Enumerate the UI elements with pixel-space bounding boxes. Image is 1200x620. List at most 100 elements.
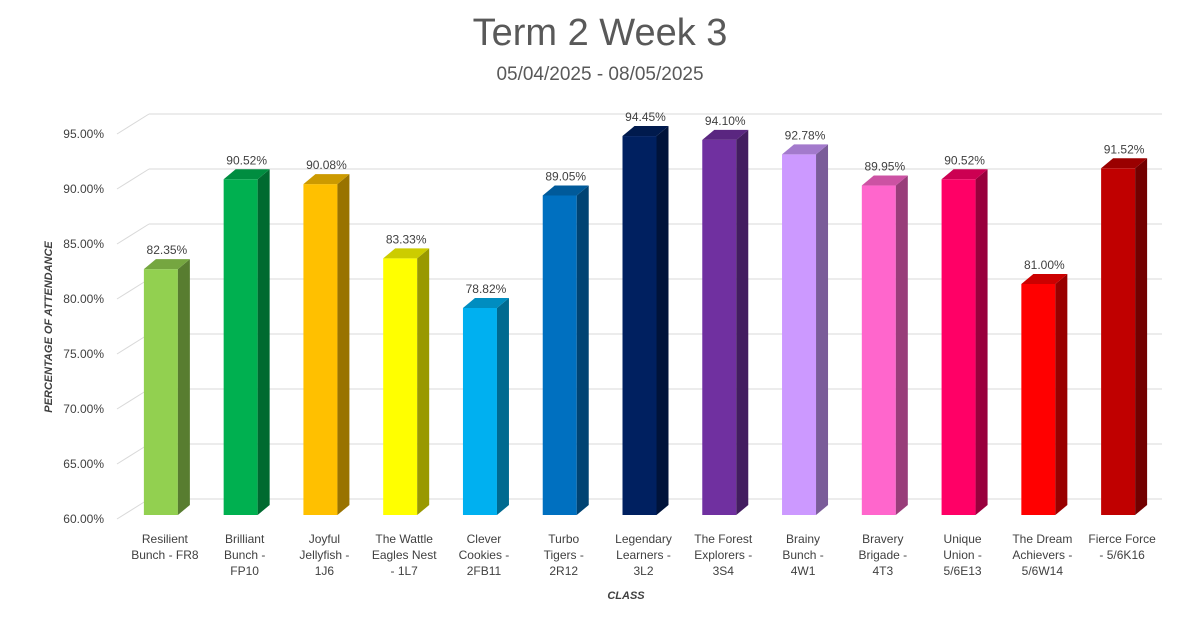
bar-top [462,297,509,308]
bar-front [143,269,178,515]
bar-front [542,195,577,515]
category-label: The Wattle Eagles Nest - 1L7 [372,532,437,578]
data-label: 94.45% [625,110,666,124]
data-label: 89.05% [545,169,586,183]
data-label: 90.08% [306,158,347,172]
bar-side [656,126,669,516]
category-label: Brilliant Bunch -FP10 [224,532,265,578]
bar-front [622,136,657,516]
bar-side [417,248,430,515]
bar [702,129,749,515]
y-tick-label: 95.00% [63,127,104,141]
data-label: 92.78% [785,128,826,142]
category-label: Unique Union -5/6E13 [943,532,982,578]
bar-front [383,258,418,515]
bar-front [303,184,338,515]
bar [143,259,190,515]
data-label: 82.35% [147,243,188,257]
bar [1101,158,1148,515]
y-tick-label: 90.00% [63,182,104,196]
bar-side [895,175,908,516]
gridline-depth [116,113,150,135]
x-axis-title: CLASS [607,590,645,602]
bar-front [782,154,817,516]
y-axis-title: PERCENTAGE OF ATTENDANCE [43,241,55,413]
bar [223,169,270,515]
bar-top [622,126,669,137]
data-label: 91.52% [1104,142,1145,156]
data-label: 90.52% [226,153,267,167]
bar-top [143,259,190,270]
bar-top [223,169,270,180]
bar-side [975,169,988,515]
bar-top [303,174,350,185]
data-label: 89.95% [864,160,905,174]
category-label: Fierce Force - 5/6K16 [1088,532,1156,562]
bar-front [1101,168,1136,515]
category-label: Turbo Tigers -2R12 [544,532,584,578]
bar-front [861,185,896,516]
gridline-depth [116,498,150,520]
category-label: The Dream Achievers -5/6W14 [1012,532,1072,578]
gridline-depth [116,333,150,355]
bar-top [542,185,589,196]
bar-front [223,179,258,515]
gridline-depth [116,278,150,300]
bar [383,248,430,515]
bar-side [337,174,350,515]
gridline-depth [116,388,150,410]
bar-side [496,297,509,515]
y-tick-label: 65.00% [63,457,104,471]
bar [1021,274,1068,515]
y-tick-label: 60.00% [63,512,104,526]
category-label: Brainy Bunch -4W1 [782,532,823,578]
bar [462,297,509,515]
bar-side [816,144,829,516]
data-label: 94.10% [705,114,746,128]
bar-front [1021,284,1056,515]
bar-front [462,307,497,515]
bar-front [702,139,737,515]
bar-side [1055,274,1068,515]
y-tick-label: 80.00% [63,292,104,306]
bar [303,174,350,515]
y-tick-label: 70.00% [63,402,104,416]
bar-top [861,175,908,186]
gridline-depth [116,443,150,465]
bar-front [941,179,976,515]
bar [782,144,829,516]
y-tick-label: 85.00% [63,237,104,251]
bar-top [383,248,430,259]
bar [542,185,589,515]
bar-side [1135,158,1148,515]
category-label: Joyful Jellyfish -1J6 [299,532,349,578]
bar-top [702,129,749,140]
bar-top [782,144,829,155]
bar-side [177,259,190,515]
bar-side [736,129,749,515]
category-label: Legendary Learners -3L2 [615,532,672,578]
data-label: 90.52% [944,153,985,167]
bar-top [1021,274,1068,284]
bar-side [257,169,270,515]
data-label: 81.00% [1024,258,1065,272]
category-label: Clever Cookies -2FB11 [459,532,510,578]
bar-top [941,169,988,180]
bar-side [576,185,589,515]
category-label: The Forest Explorers -3S4 [694,532,753,578]
gridline-depth [116,223,150,245]
y-tick-label: 75.00% [63,347,104,361]
chart-title: Term 2 Week 3 [472,12,728,54]
bar [941,169,988,515]
category-label: Bravery Brigade -4T3 [858,532,907,578]
data-label: 83.33% [386,232,427,246]
chart-subtitle: 05/04/2025 - 08/05/2025 [496,64,704,85]
data-label: 78.82% [466,282,507,296]
category-label: Resilient Bunch - FR8 [131,532,199,562]
gridline-depth [116,168,150,190]
bar-top [1101,158,1148,169]
bar [622,126,669,516]
bar [861,175,908,516]
